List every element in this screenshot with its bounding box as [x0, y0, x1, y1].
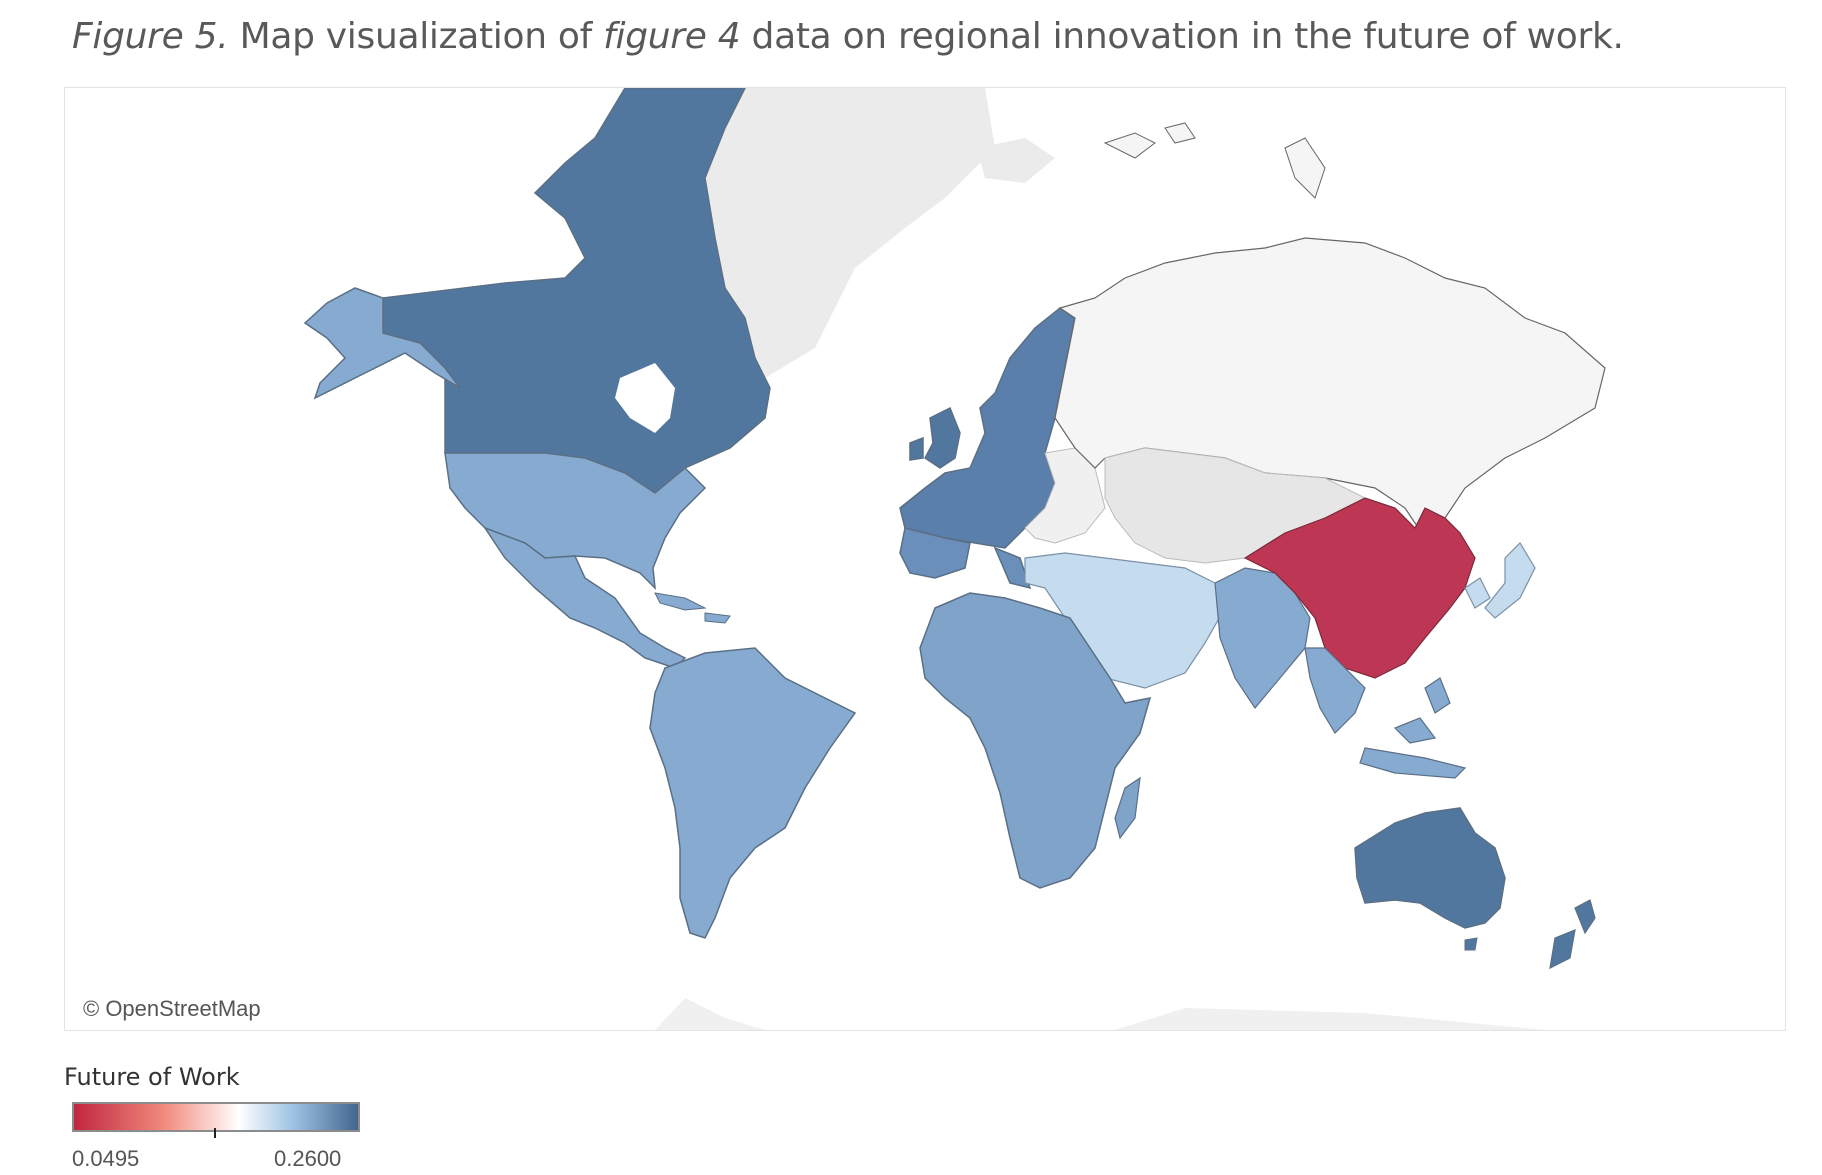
region-southeast-asia[interactable]: [1304, 647, 1467, 779]
region-hudson-bay: [615, 363, 675, 433]
region-caribbean[interactable]: [654, 592, 731, 624]
region-japan-korea[interactable]: [1464, 542, 1536, 619]
region-russia[interactable]: [1054, 237, 1606, 539]
legend-color-scale: [72, 1102, 360, 1132]
legend-max-label: 0.2600: [274, 1146, 342, 1171]
region-mexico-central-america[interactable]: [483, 526, 687, 669]
region-british-isles[interactable]: [909, 406, 961, 469]
caption-text-1: Map visualization of: [228, 16, 604, 57]
region-africa[interactable]: [919, 592, 1152, 889]
map-attribution[interactable]: © OpenStreetMap: [83, 996, 261, 1021]
region-arctic-islands: [1103, 122, 1326, 199]
region-australia[interactable]: [1354, 807, 1506, 929]
region-tasmania[interactable]: [1464, 937, 1478, 951]
legend-midpoint-tick: [214, 1128, 216, 1138]
region-canada[interactable]: [382, 88, 771, 494]
figure-label: Figure 5.: [72, 16, 229, 57]
caption-text-2: data on regional innovation in the futur…: [740, 16, 1624, 57]
region-antarctica[interactable]: [655, 998, 1545, 1030]
region-iceland[interactable]: [977, 138, 1055, 183]
region-madagascar[interactable]: [1114, 776, 1141, 840]
region-southern-europe[interactable]: [899, 527, 1032, 590]
region-south-america[interactable]: [649, 647, 857, 939]
map-view[interactable]: © OpenStreetMap: [64, 87, 1786, 1031]
figure-reference: figure 4: [603, 16, 741, 57]
region-new-zealand[interactable]: [1549, 899, 1596, 970]
figure-caption: Figure 5. Map visualization of figure 4 …: [72, 16, 1624, 57]
legend-min-label: 0.0495: [72, 1146, 140, 1171]
region-middle-east[interactable]: [1024, 552, 1226, 689]
legend-title: Future of Work: [64, 1063, 240, 1091]
world-map: [303, 88, 1606, 1030]
region-alaska[interactable]: [303, 287, 461, 400]
region-greenland[interactable]: [665, 88, 995, 378]
